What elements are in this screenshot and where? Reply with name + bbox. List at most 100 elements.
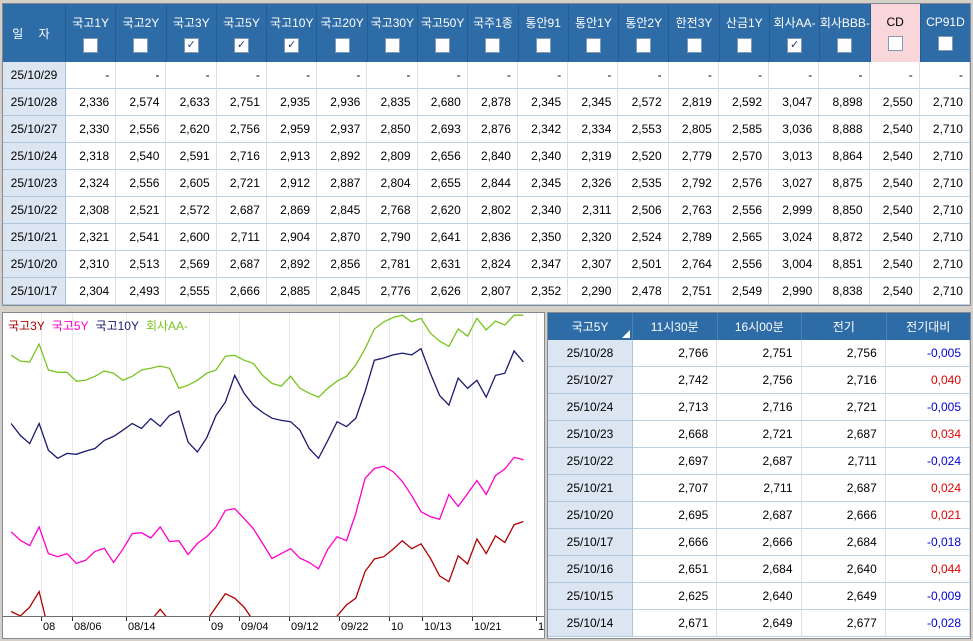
yield-cell: 2,501 [618,251,669,278]
column-checkbox-통안1Y[interactable] [585,37,601,53]
column-header-국고50Y[interactable]: 국고50Y [418,4,469,62]
yield-cell: 2,540 [869,278,920,305]
yield-cell: 2,680 [417,89,468,116]
column-header-label: CD [886,15,904,29]
yield-cell: 2,549 [718,278,770,305]
legend-item-국고10Y: 국고10Y [95,319,139,333]
detail-header-instrument[interactable]: 국고5Y [548,313,633,340]
column-checkbox-국주1종[interactable] [485,37,501,53]
yield-cell: 2,540 [869,251,920,278]
detail-header-prev[interactable]: 전기 [802,313,887,340]
column-checkbox-CD[interactable] [887,36,903,51]
date-cell: 25/10/27 [548,367,633,394]
yield-cell: 2,626 [417,278,468,305]
column-checkbox-국고50Y[interactable] [435,37,451,53]
column-header-국고2Y[interactable]: 국고2Y [116,4,167,62]
column-header-국고1Y[interactable]: 국고1Y [66,4,117,62]
column-header-국고5Y[interactable]: 국고5Y ✓ [217,4,268,62]
yield-cell: 2,804 [367,170,418,197]
yield-cell: 2,802 [467,197,518,224]
chart-x-axis: 08 08/06 08/14 09 09/04 09/12 09/22 10 10/13 10/2… [3,616,544,638]
yield-cell: 2,805 [668,116,719,143]
table-row: 25/10/17 2,304 2,493 2,555 2,666 2,885 2,845 2,… [3,278,970,305]
yield-cell: 2,856 [317,251,368,278]
yield-cell: 2,666 [633,529,718,556]
x-axis-label: 10 [391,621,404,633]
column-checkbox-통안2Y[interactable] [636,37,652,53]
detail-header-diff[interactable]: 전기대비 [887,313,971,340]
column-checkbox-국고2Y[interactable] [133,37,149,53]
yield-cell: 2,935 [266,89,318,116]
yield-cell: 2,878 [467,89,518,116]
x-axis-label: 10/21 [474,621,502,633]
column-checkbox-회사BBB-[interactable] [837,37,853,53]
yield-cell: 2,684 [801,529,886,556]
yield-cell: 2,666 [717,529,802,556]
column-checkbox-CP91D[interactable] [937,36,953,51]
yield-cell: 2,352 [517,278,569,305]
column-header-회사AA-[interactable]: 회사AA- ✓ [770,4,821,62]
column-header-국고3Y[interactable]: 국고3Y ✓ [167,4,217,62]
column-checkbox-국고20Y[interactable] [334,37,350,53]
column-checkbox-국고3Y[interactable]: ✓ [183,37,199,53]
series-국고10Y [10,347,524,460]
yield-cell: 2,334 [568,116,619,143]
yield-cell: 2,869 [266,197,318,224]
column-header-통안2Y[interactable]: 통안2Y [619,4,670,62]
column-checkbox-국고5Y[interactable]: ✓ [233,37,249,53]
column-checkbox-통안91[interactable] [535,37,551,53]
yield-cell: 2,840 [467,143,518,170]
column-header-국고20Y[interactable]: 국고20Y [317,4,368,62]
yield-cell: 2,710 [919,278,970,305]
yield-cell: 2,345 [568,89,619,116]
column-header-회사BBB-[interactable]: 회사BBB- [820,4,871,62]
yield-cell: 2,576 [718,170,770,197]
column-checkbox-산금1Y[interactable] [736,37,752,53]
column-header-label: 통안91 [525,15,561,30]
column-header-산금1Y[interactable]: 산금1Y [720,4,770,62]
column-header-CP91D[interactable]: CP91D [921,4,970,62]
column-header-CD[interactable]: CD [870,4,921,62]
yield-cell: 2,556 [718,251,770,278]
x-axis-label: 08 [43,621,56,633]
yield-cell: 8,851 [819,251,870,278]
sort-corner-icon [622,330,630,338]
yield-cell: 2,687 [216,197,267,224]
yield-cell: 2,311 [568,197,619,224]
x-axis-label: 09/12 [291,621,319,633]
column-header-국고10Y[interactable]: 국고10Y ✓ [267,4,318,62]
yield-cell: - [317,62,368,89]
chart-gridline [422,313,423,616]
chart-gridline [41,313,42,616]
column-header-통안1Y[interactable]: 통안1Y [569,4,620,62]
column-header-한전3Y[interactable]: 한전3Y [669,4,720,62]
yield-chart-pane: 국고3Y 국고5Y 국고10Y 회사AA- 08 08/06 08/14 09 09/04 09… [2,312,545,639]
yield-cell: - [266,62,318,89]
diff-cell: -0,028 [885,610,970,637]
yield-cell: - [819,62,870,89]
yield-cell: 2,633 [166,89,217,116]
column-checkbox-국고10Y[interactable]: ✓ [284,37,300,53]
column-checkbox-회사AA-[interactable]: ✓ [787,37,803,53]
column-checkbox-국고1Y[interactable] [83,37,99,53]
column-header-label: 통안1Y [575,15,612,30]
yield-cell: 2,789 [668,224,719,251]
yield-cell: 2,764 [668,251,719,278]
yield-cell: 2,656 [417,143,468,170]
column-checkbox-국고30Y[interactable] [384,37,400,53]
column-header-국고30Y[interactable]: 국고30Y [368,4,418,62]
yield-cell: - [216,62,267,89]
diff-cell: 0,040 [885,367,970,394]
yield-cell: 2,779 [668,143,719,170]
yield-cell: 2,751 [668,278,719,305]
column-header-국주1종[interactable]: 국주1종 [468,4,519,62]
detail-header-1130[interactable]: 11시30분 [633,313,718,340]
yield-cell: 2,319 [568,143,619,170]
column-checkbox-한전3Y[interactable] [686,37,702,53]
detail-header-1600[interactable]: 16시00분 [718,313,802,340]
yield-cell: 2,640 [801,556,886,583]
column-header-통안91[interactable]: 통안91 [519,4,569,62]
yield-cell: 2,913 [266,143,318,170]
yield-cell: - [668,62,719,89]
yield-cell: 2,671 [633,610,718,637]
